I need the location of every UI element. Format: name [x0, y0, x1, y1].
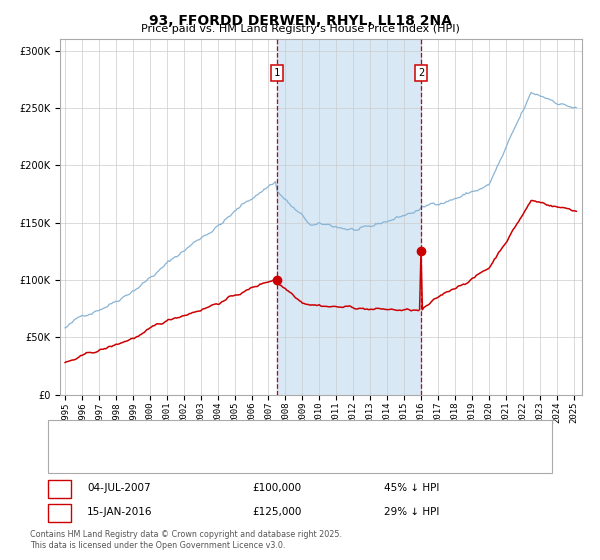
Text: 29% ↓ HPI: 29% ↓ HPI — [384, 507, 439, 517]
Text: HPI: Average price, detached house, Denbighshire: HPI: Average price, detached house, Denb… — [87, 445, 333, 455]
Text: 45% ↓ HPI: 45% ↓ HPI — [384, 483, 439, 493]
Text: 2: 2 — [418, 68, 424, 78]
Text: ——: —— — [60, 445, 82, 455]
Bar — [277, 39, 421, 395]
Text: £125,000: £125,000 — [252, 507, 301, 517]
Text: 2: 2 — [56, 507, 63, 517]
Text: 1: 1 — [56, 483, 63, 493]
Text: 15-JAN-2016: 15-JAN-2016 — [87, 507, 152, 517]
Text: 1: 1 — [274, 68, 280, 78]
Text: This data is licensed under the Open Government Licence v3.0.: This data is licensed under the Open Gov… — [30, 541, 286, 550]
Text: ——: —— — [60, 429, 82, 439]
Text: £100,000: £100,000 — [252, 483, 301, 493]
Text: 93, FFORDD DERWEN, RHYL, LL18 2NA: 93, FFORDD DERWEN, RHYL, LL18 2NA — [149, 14, 451, 28]
Text: 04-JUL-2007: 04-JUL-2007 — [87, 483, 151, 493]
Text: 93, FFORDD DERWEN, RHYL, LL18 2NA (detached house): 93, FFORDD DERWEN, RHYL, LL18 2NA (detac… — [87, 429, 367, 439]
Text: Price paid vs. HM Land Registry's House Price Index (HPI): Price paid vs. HM Land Registry's House … — [140, 24, 460, 34]
Text: Contains HM Land Registry data © Crown copyright and database right 2025.: Contains HM Land Registry data © Crown c… — [30, 530, 342, 539]
